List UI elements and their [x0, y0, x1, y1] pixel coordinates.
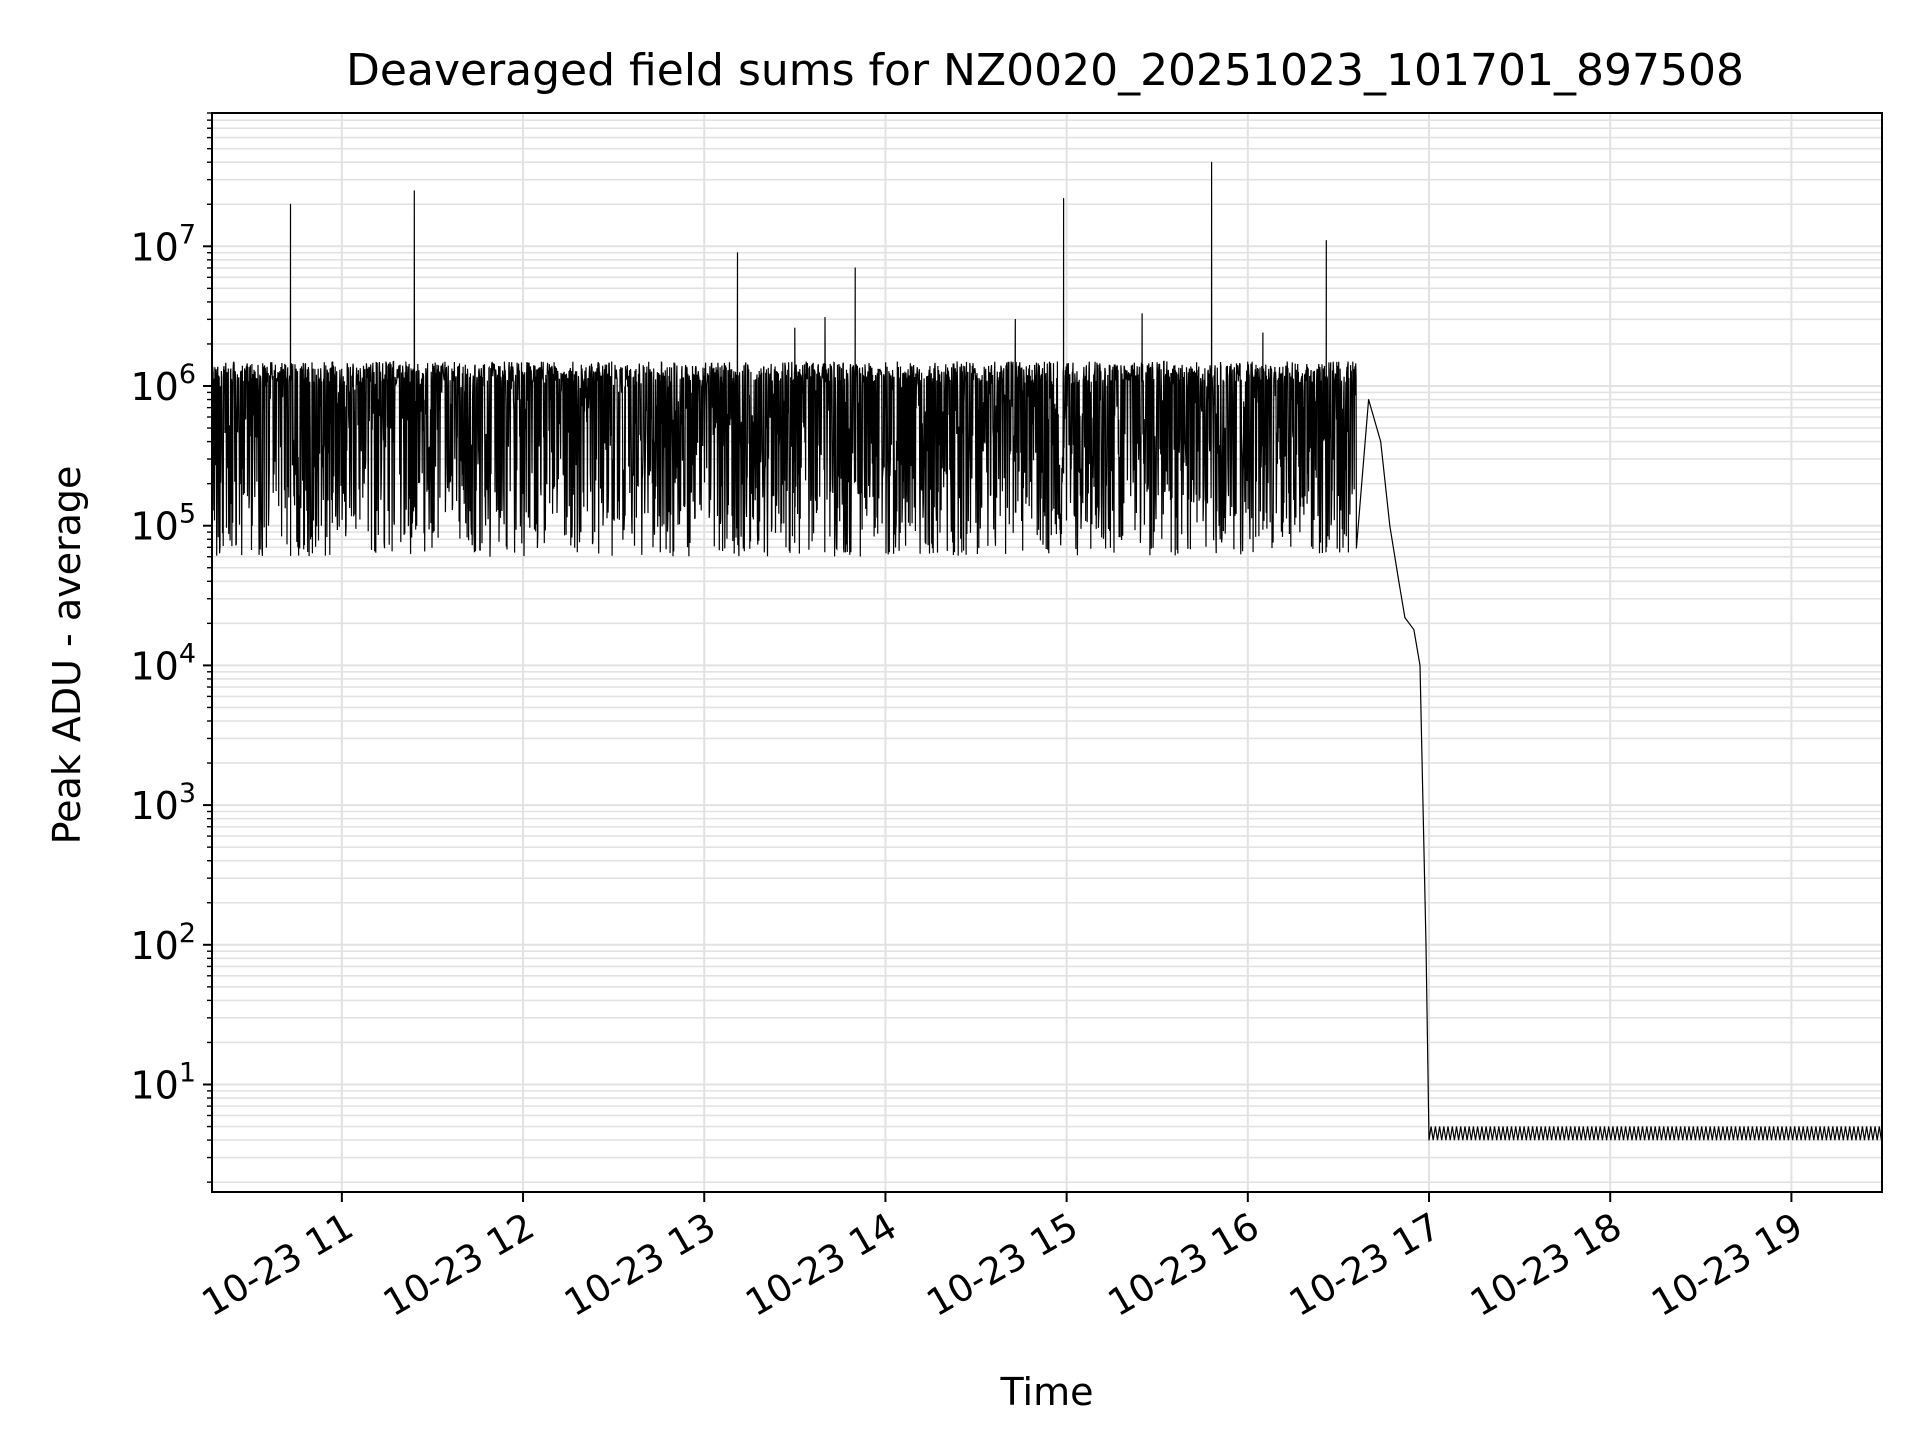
y-axis-label: Peak ADU - average	[45, 466, 89, 845]
y-tick-base: 10	[130, 1063, 178, 1107]
y-tick-label: 107	[130, 219, 196, 269]
data-point	[1014, 318, 1016, 320]
y-tick-label: 105	[130, 499, 196, 549]
y-tick-exponent: 2	[179, 918, 196, 949]
data-point	[1325, 240, 1327, 241]
y-tick-base: 10	[130, 225, 178, 269]
chart-title: Deaveraged field sums for NZ0020_2025102…	[346, 45, 1744, 96]
data-point	[1368, 399, 1370, 400]
y-tick-base: 10	[130, 644, 178, 688]
data-point	[1422, 804, 1424, 806]
data-point	[1404, 617, 1406, 619]
y-tick-exponent: 6	[179, 359, 196, 390]
data-point	[1353, 391, 1354, 393]
x-axis-label: Time	[1000, 1370, 1094, 1414]
y-tick-exponent: 5	[179, 499, 196, 530]
data-point	[1428, 1139, 1430, 1141]
data-point	[737, 252, 738, 254]
series-line	[211, 162, 1882, 1141]
series-area	[211, 161, 1883, 1141]
y-tick-base: 10	[130, 365, 178, 409]
y-tick-label: 102	[130, 918, 196, 968]
grid	[212, 112, 1882, 1192]
y-tick-base: 10	[130, 505, 178, 549]
data-point	[1063, 198, 1065, 199]
y-tick-label: 104	[130, 638, 196, 688]
y-tick-base: 10	[130, 924, 178, 968]
data-point	[794, 327, 796, 329]
data-point	[854, 267, 856, 269]
data-point	[1413, 629, 1415, 631]
data-point	[1141, 313, 1143, 315]
y-tick-base: 10	[130, 784, 178, 828]
data-point	[413, 190, 415, 192]
data-point	[1211, 161, 1213, 163]
data-point	[1425, 944, 1427, 946]
data-point	[824, 316, 826, 318]
data-point	[1380, 441, 1382, 443]
y-tick-label: 101	[130, 1057, 196, 1107]
y-tick-label: 103	[130, 778, 196, 828]
data-point	[1389, 525, 1391, 527]
y-tick-exponent: 3	[179, 778, 196, 809]
y-tick-exponent: 7	[179, 219, 196, 250]
y-tick-label: 106	[130, 359, 196, 409]
plot-frame	[211, 112, 1883, 1193]
data-point	[1398, 580, 1400, 582]
data-point	[1419, 664, 1421, 666]
data-point	[1262, 332, 1264, 334]
data-point	[290, 203, 291, 205]
y-tick-exponent: 1	[179, 1057, 196, 1088]
y-tick-exponent: 4	[179, 638, 196, 669]
